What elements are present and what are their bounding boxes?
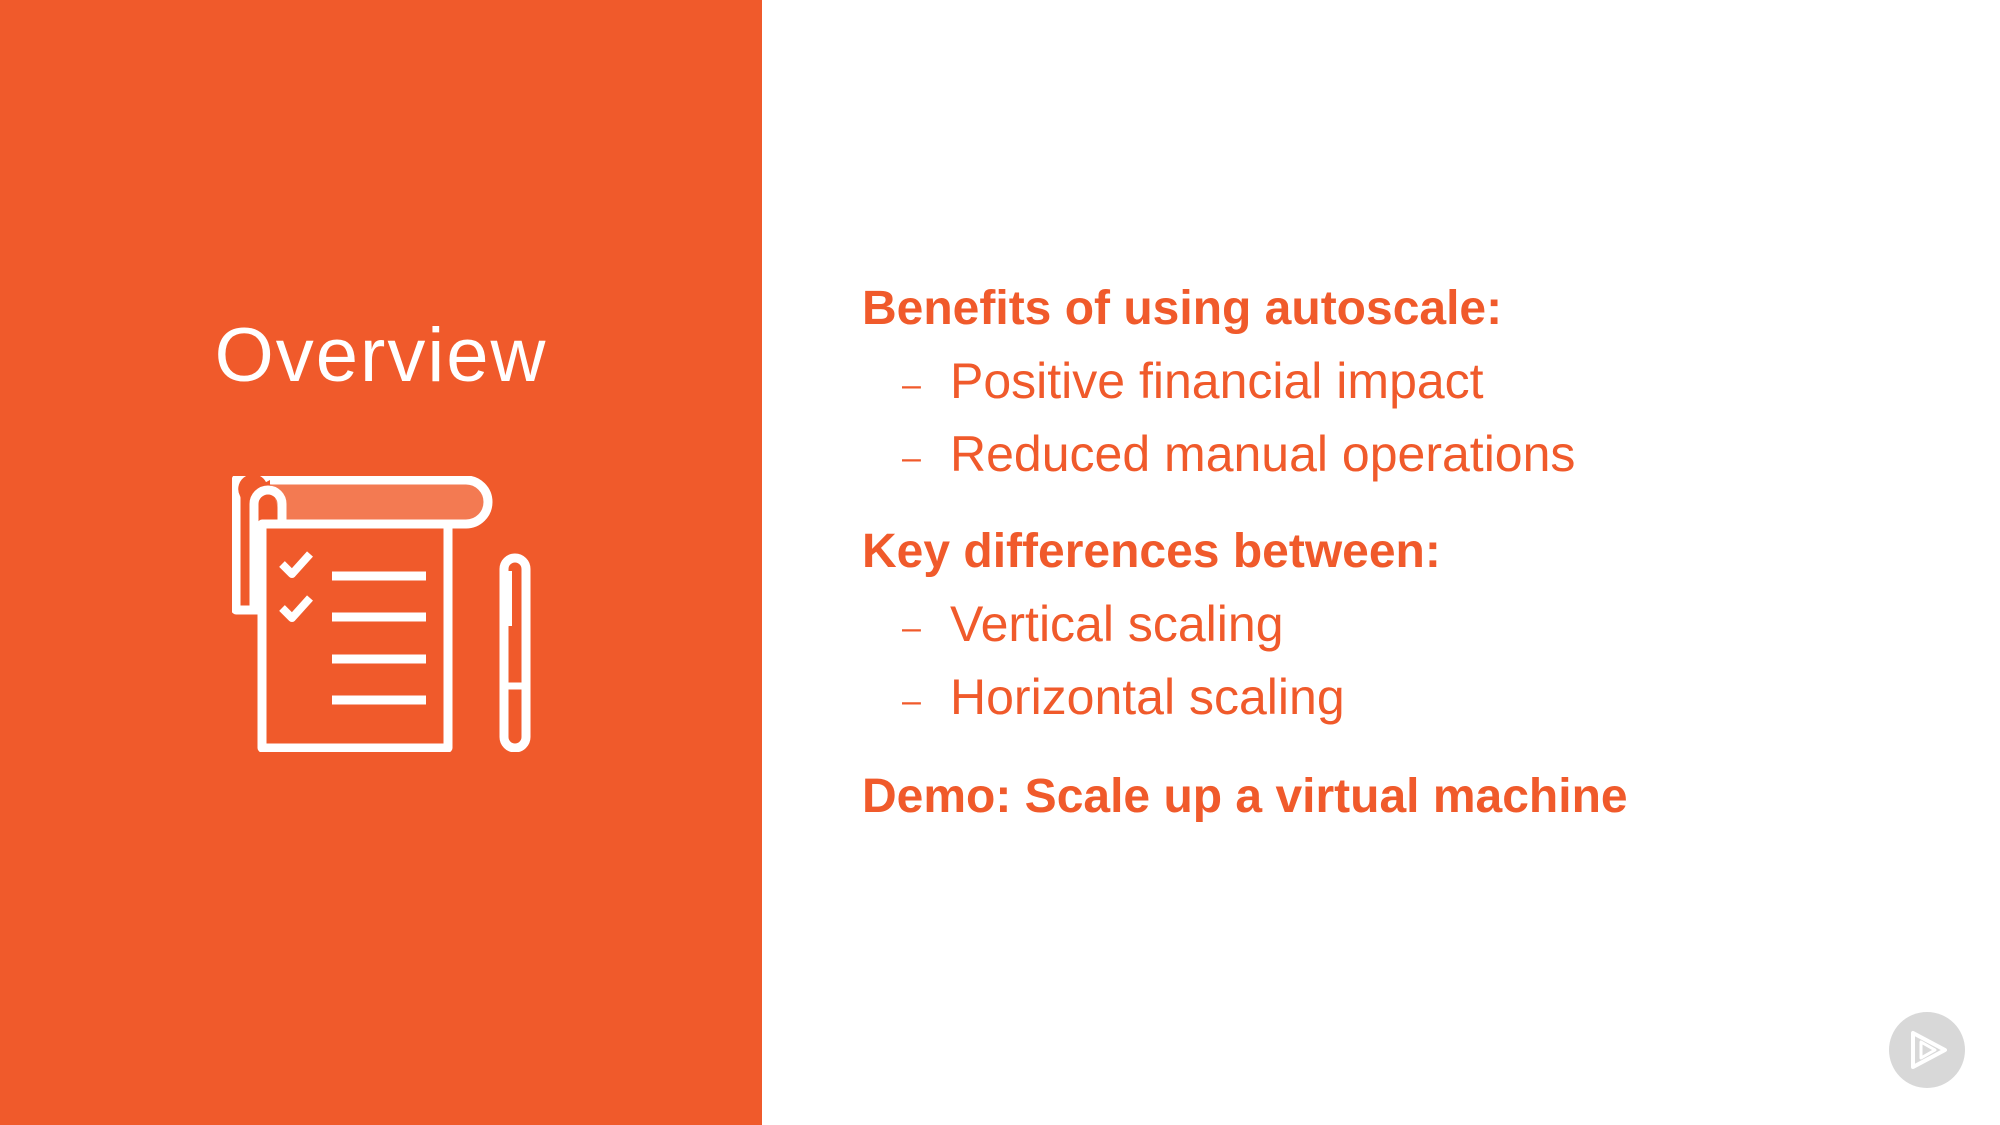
- list-item-label: Reduced manual operations: [950, 426, 1576, 482]
- list-item: – Reduced manual operations: [902, 429, 1575, 479]
- list-item: – Positive financial impact: [902, 356, 1484, 406]
- play-logo-icon: [1911, 1031, 1947, 1069]
- list-item: – Horizontal scaling: [902, 672, 1345, 722]
- list-item-label: Vertical scaling: [950, 596, 1284, 652]
- bullet-dash: –: [902, 681, 921, 720]
- list-item-label: Horizontal scaling: [950, 669, 1345, 725]
- bullet-dash: –: [902, 608, 921, 647]
- list-item: – Vertical scaling: [902, 599, 1284, 649]
- play-logo-badge: [1889, 1012, 1965, 1088]
- page-title: Overview: [214, 313, 548, 398]
- checklist-notepad-and-pen-icon: [232, 476, 531, 752]
- list-item-label: Positive financial impact: [950, 353, 1484, 409]
- bullet-dash: –: [902, 438, 921, 477]
- section-heading-differences: Key differences between:: [862, 525, 1441, 578]
- left-panel: Overview: [0, 0, 762, 1125]
- section-heading-benefits: Benefits of using autoscale:: [862, 282, 1503, 335]
- section-heading-demo: Demo: Scale up a virtual machine: [862, 770, 1628, 823]
- bullet-dash: –: [902, 365, 921, 404]
